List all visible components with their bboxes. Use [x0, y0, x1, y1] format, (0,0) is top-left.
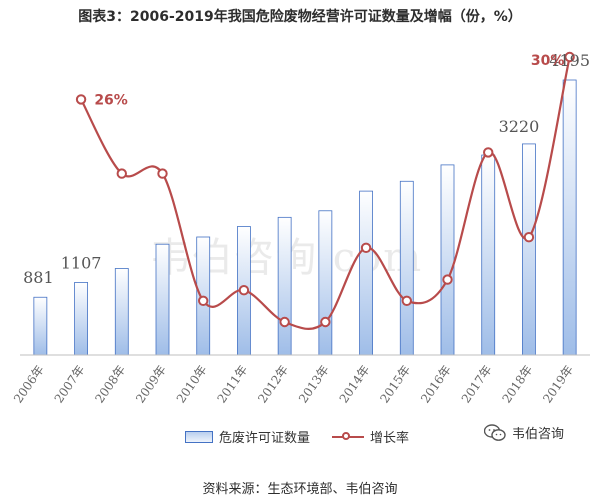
legend-swatch-bars	[185, 430, 213, 443]
data-label-line-1: 26%	[94, 92, 128, 108]
x-tick-label-3: 2009年	[133, 363, 169, 406]
x-tick-label-11: 2017年	[459, 363, 495, 406]
bar-13	[562, 79, 577, 356]
legend-label-bars: 危废许可证数量	[219, 431, 311, 446]
bar-12	[522, 143, 536, 356]
legend-swatch-line	[332, 431, 365, 443]
wechat-badge: 韦伯咨询	[483, 423, 564, 442]
bar-11	[481, 154, 496, 356]
growth-point-10	[442, 274, 453, 285]
wechat-icon	[483, 423, 506, 441]
data-label-line-13: 30%	[531, 53, 565, 69]
bar-9	[399, 180, 414, 356]
source-note: 资料来源：生态环境部、韦伯咨询	[202, 482, 398, 497]
x-tick-label-12: 2018年	[500, 363, 536, 406]
bar-0	[33, 296, 48, 356]
x-tick-label-4: 2010年	[174, 363, 210, 406]
data-label-bar-13: 4195	[549, 51, 590, 70]
growth-point-1	[75, 94, 87, 105]
growth-point-13	[564, 51, 575, 63]
growth-point-5	[238, 285, 250, 296]
x-tick-label-6: 2012年	[255, 363, 291, 406]
growth-point-8	[360, 242, 372, 254]
bar-1	[74, 282, 88, 356]
growth-point-7	[320, 316, 331, 328]
data-label-bar-0: 881	[23, 268, 54, 287]
bar-3	[155, 243, 170, 356]
x-tick-label-10: 2016年	[418, 363, 454, 406]
growth-point-9	[401, 295, 412, 306]
bar-7	[318, 210, 333, 356]
line-group	[75, 51, 575, 330]
x-axis: 2006年 2007年 2008年 2009年 2010年 2011年 2012年 2013年…	[11, 354, 590, 406]
data-label-bar-1: 1107	[61, 253, 102, 272]
growth-point-11	[483, 147, 494, 158]
bar-10	[440, 164, 455, 356]
bars-group	[33, 79, 577, 356]
growth-point-3	[157, 168, 168, 179]
wechat-label: 韦伯咨询	[511, 427, 564, 442]
legend-label-line: 增长率	[370, 431, 410, 446]
legend-item-bars: 危废许可证数量	[185, 427, 310, 446]
bar-6	[277, 216, 292, 356]
chart-area: 881 1107 3220 4195 26% 30% 2006年 2007年 2008年 200…	[11, 51, 590, 406]
bar-2	[114, 268, 129, 356]
labels-group: 881 1107 3220 4195 26% 30%	[23, 51, 590, 287]
chart-title: 图表3：2006-2019年我国危险废物经营许可证数量及增幅（份，%）	[78, 9, 522, 25]
growth-point-4	[198, 295, 209, 306]
bar-8	[359, 190, 373, 356]
growth-point-6	[279, 316, 290, 328]
x-tick-label-0: 2006年	[11, 363, 47, 406]
x-tick-label-13: 2019年	[540, 363, 576, 406]
x-tick-label-7: 2013年	[296, 363, 332, 406]
legend-item-line: 增长率	[332, 427, 409, 446]
data-label-bar-12: 3220	[499, 117, 540, 136]
growth-point-12	[523, 232, 535, 243]
x-tick-label-9: 2015年	[377, 363, 413, 406]
x-tick-label-8: 2014年	[337, 363, 373, 406]
growth-point-2	[116, 168, 127, 179]
legend: 危废许可证数量 增长率	[185, 427, 431, 446]
x-tick-label-1: 2007年	[52, 363, 88, 406]
x-tick-label-2: 2008年	[92, 363, 128, 406]
x-tick-label-5: 2011年	[215, 363, 251, 406]
